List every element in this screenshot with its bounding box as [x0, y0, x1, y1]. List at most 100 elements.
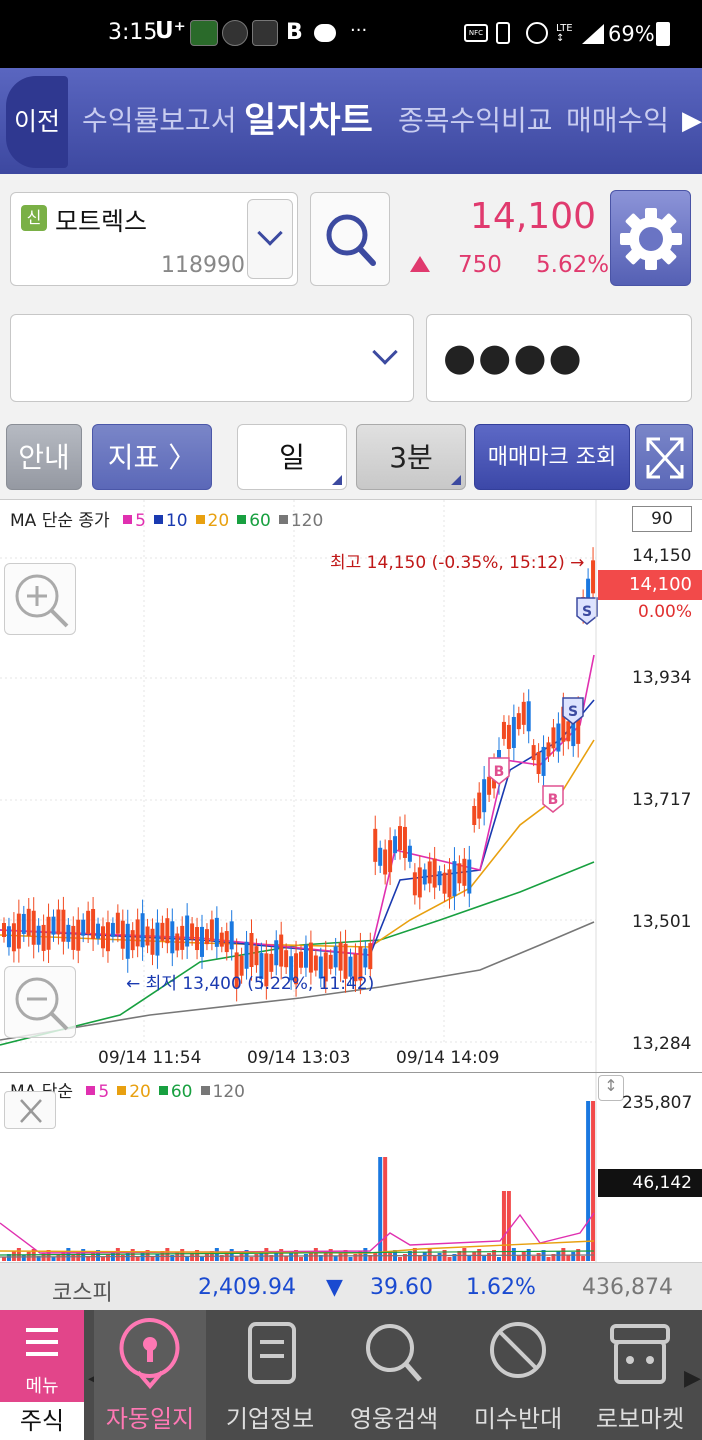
indicator-button[interactable]: 지표 〉: [92, 424, 212, 490]
volume-bar: [561, 1248, 566, 1261]
candle-body: [368, 943, 373, 970]
vibrate-icon: [496, 22, 510, 44]
volume-bar: [432, 1256, 437, 1261]
candle-body: [487, 776, 492, 795]
volume-bar: [402, 1254, 407, 1261]
ma-legend-label: 120: [212, 1082, 245, 1102]
candle-body: [333, 946, 338, 968]
volume-bar: [150, 1257, 155, 1261]
candle-body: [51, 916, 56, 935]
volume-bar: [190, 1253, 195, 1261]
volume-bar: [328, 1249, 333, 1261]
candle-body: [393, 836, 398, 854]
candle-body: [576, 709, 581, 744]
candle-body: [91, 908, 96, 939]
tab-profit-report[interactable]: 수익률보고서: [82, 104, 237, 137]
stock-selector[interactable]: 신 모트렉스 118990: [10, 192, 298, 286]
volume-bar: [135, 1256, 140, 1261]
candle-body: [21, 913, 26, 934]
candle-body: [318, 956, 323, 979]
candle-body: [591, 560, 596, 594]
current-pct-tag: 0.00%: [638, 602, 693, 622]
volume-chart-svg: [0, 1073, 597, 1263]
index-change: 39.60: [370, 1275, 433, 1300]
candle-body: [541, 746, 546, 776]
account-number-redacted: [11, 341, 321, 391]
interval-select[interactable]: 3분: [356, 424, 466, 490]
zoom-in-button[interactable]: [4, 563, 76, 635]
resize-handle-icon[interactable]: ↕: [598, 1075, 624, 1101]
volume-bar: [581, 1256, 586, 1261]
volume-bar: [71, 1255, 76, 1261]
candle-body: [279, 934, 284, 967]
stock-dropdown-button[interactable]: [247, 199, 293, 279]
volume-bar: [130, 1249, 135, 1261]
tab-stock-compare[interactable]: 종목수익비교: [398, 104, 553, 137]
nav-robo-market[interactable]: 로보마켓: [584, 1310, 696, 1440]
candle-body: [41, 924, 46, 951]
trade-mark-button[interactable]: 매매마크 조회: [474, 424, 630, 490]
buy-mark-icon: [542, 785, 564, 813]
nav-hero-search[interactable]: 영웅검색: [338, 1310, 450, 1440]
nav-next-icon[interactable]: ▶: [682, 106, 702, 136]
candle-body: [86, 910, 91, 934]
close-volume-button[interactable]: [4, 1091, 56, 1129]
volume-bar: [472, 1252, 477, 1261]
volume-bar: [204, 1254, 209, 1261]
candle-body: [363, 948, 368, 968]
guide-button[interactable]: 안내: [6, 424, 82, 490]
volume-bar: [318, 1255, 323, 1261]
tab-journal-chart[interactable]: 일지차트: [244, 101, 373, 141]
candle-body: [462, 858, 467, 886]
fullscreen-button[interactable]: [635, 424, 693, 490]
candle-body: [477, 792, 482, 819]
nav-next-icon[interactable]: ▶: [684, 1366, 701, 1391]
candle-body: [96, 923, 101, 939]
trade-mark-label: S: [568, 704, 578, 720]
ma120-line: [0, 921, 595, 1041]
period-count-box[interactable]: 90: [632, 506, 692, 532]
volume-bar: [180, 1249, 185, 1261]
account-selector[interactable]: [10, 314, 414, 402]
tab-trade-profit[interactable]: 매매수익: [566, 104, 670, 137]
nav-margin-block[interactable]: 미수반대: [462, 1310, 574, 1440]
volume-bar: [11, 1251, 16, 1261]
nav-auto-journal[interactable]: 자동일지: [94, 1310, 206, 1440]
ma-legend-label: 20: [129, 1082, 151, 1102]
volume-bar: [348, 1257, 353, 1261]
price-chart[interactable]: B B S S MA 단순 종가 5 10 20 60 120 90 14,150 14,10…: [0, 500, 702, 1072]
volume-bar: [299, 1257, 303, 1261]
status-bar: 3:15 U⁺ B ··· NFC LTE ↕ 69%: [0, 0, 702, 68]
nav-label: 기업정보: [225, 1405, 315, 1433]
interval-value: 3분: [389, 441, 433, 474]
stock-section-label[interactable]: 주식: [0, 1402, 84, 1440]
candle-body: [442, 872, 447, 894]
volume-bar: [556, 1251, 561, 1261]
search-button[interactable]: [310, 192, 390, 286]
time-label: 09/14 11:54: [98, 1048, 202, 1068]
vol-ma120-line: [0, 1254, 595, 1258]
candle-body: [165, 918, 170, 944]
volume-bar: [497, 1257, 501, 1261]
volume-bar: [303, 1254, 308, 1261]
settings-button[interactable]: [610, 190, 691, 286]
candle-body: [185, 915, 190, 947]
ma-legend-label: 20: [207, 511, 230, 531]
period-select[interactable]: 일: [237, 424, 347, 490]
password-field[interactable]: ●●●●: [426, 314, 692, 402]
high-price-label: 최고 14,150 (-0.35%, 15:12) →: [330, 553, 585, 573]
kospi-ticker[interactable]: 코스피 2,409.94 ▼ 39.60 1.62% 436,874: [0, 1262, 702, 1310]
menu-button[interactable]: 메뉴: [0, 1310, 84, 1402]
candle-body: [239, 955, 244, 976]
volume-bar: [289, 1253, 294, 1261]
back-button[interactable]: 이전: [6, 76, 68, 168]
volume-bar: [447, 1257, 452, 1261]
candle-body: [511, 716, 516, 748]
volume-bar: [244, 1250, 249, 1261]
volume-bar: [417, 1255, 422, 1261]
candle-body: [110, 922, 115, 937]
candle-body: [2, 923, 6, 937]
nav-company-info[interactable]: 기업정보: [214, 1310, 326, 1440]
zoom-out-button[interactable]: [4, 966, 76, 1038]
